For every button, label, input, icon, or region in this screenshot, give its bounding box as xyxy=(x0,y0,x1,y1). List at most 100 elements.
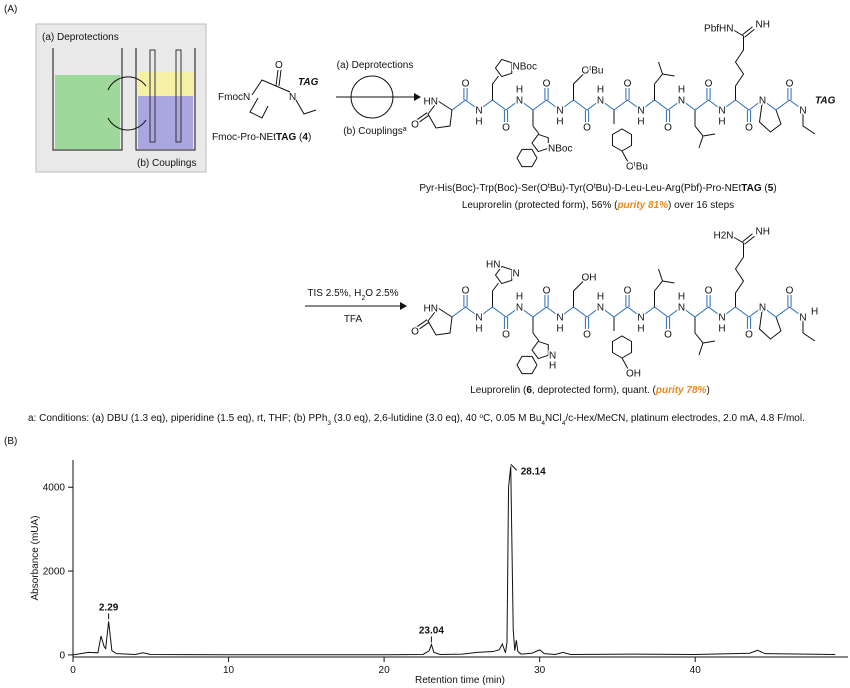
atom: H2N xyxy=(713,231,733,242)
ring xyxy=(427,307,453,336)
beaker xyxy=(135,48,196,151)
arrow-text-part: O 2.5% xyxy=(365,288,398,299)
side-chain xyxy=(694,110,704,149)
footnote-part: C, 0.05 M Bu xyxy=(483,413,541,424)
side-chain xyxy=(573,73,584,100)
peak-label: 23.04 xyxy=(419,625,444,636)
atom: H xyxy=(637,117,644,128)
caption-part: Fmoc-Pro-NEt xyxy=(212,132,276,143)
side-chain xyxy=(733,236,744,244)
atom: NBoc xyxy=(513,62,537,73)
bonds xyxy=(249,69,291,119)
atom: N xyxy=(513,269,520,280)
atom-part: t xyxy=(634,161,636,168)
side-chain xyxy=(573,280,584,307)
trace xyxy=(72,466,836,656)
footnote: a: Conditions: (a) DBU (1.3 eq), piperid… xyxy=(28,413,805,427)
ethyl xyxy=(295,99,317,115)
bond xyxy=(744,235,755,245)
atom: O xyxy=(583,123,591,134)
atom: H xyxy=(516,292,523,303)
peak-marker xyxy=(510,463,518,471)
side-chain xyxy=(802,317,816,342)
x-tick-label: 30 xyxy=(534,665,546,676)
atom: O xyxy=(705,79,713,90)
yellow-layer xyxy=(138,72,193,96)
caption: Fmoc-Pro-NEtTAG (4) xyxy=(212,132,311,143)
name-part: Pyr-His(Boc)-Trp(Boc)-Ser(O xyxy=(419,183,548,194)
box-text: (b) Couplings xyxy=(137,158,196,169)
name-part: ) xyxy=(773,183,776,194)
ring xyxy=(494,265,513,285)
electrode xyxy=(149,49,156,143)
atom: O xyxy=(624,79,632,90)
caption-part: ) xyxy=(706,385,709,396)
yield-part: ) over 16 steps xyxy=(668,200,734,211)
x-tick-label: 0 xyxy=(70,665,76,676)
atom: NH xyxy=(756,20,770,31)
atom: OtBu xyxy=(582,65,604,77)
caption-part: , deprotected form), quant. ( xyxy=(532,385,657,396)
atom: HN xyxy=(424,304,438,315)
product-name: Pyr-His(Boc)-Trp(Boc)-Ser(OtBu)-Tyr(OtBu… xyxy=(419,183,776,195)
side-chain xyxy=(492,75,499,100)
atom: H xyxy=(516,85,523,96)
atom: O xyxy=(462,286,470,297)
atom: H xyxy=(549,361,556,372)
side-chain xyxy=(621,357,629,370)
atom: N xyxy=(475,313,482,324)
cycle-arrows xyxy=(107,76,147,131)
atom: O xyxy=(411,120,419,131)
side-chain xyxy=(662,73,675,77)
ring xyxy=(611,128,633,152)
atom: H xyxy=(637,324,644,335)
atom: H xyxy=(597,85,604,96)
panel-label: (A) xyxy=(4,4,17,15)
caption-part: 4 xyxy=(302,132,308,143)
atom: FmocN xyxy=(218,92,250,103)
panel-label: (B) xyxy=(4,436,17,447)
footnote-part: (3.0 eq), 2,6-lutidine (3.0 eq), 40 xyxy=(331,413,479,424)
ring xyxy=(427,100,453,129)
arrow-text: (a) Deprotections xyxy=(337,60,414,71)
ring xyxy=(531,340,549,360)
ring xyxy=(516,355,538,375)
atom: O xyxy=(786,79,794,90)
beaker xyxy=(52,48,123,151)
atom: HN xyxy=(486,260,500,271)
side-chain xyxy=(532,110,540,135)
atom: O xyxy=(745,123,753,134)
atom: N xyxy=(718,106,725,117)
side-chain xyxy=(654,61,664,100)
bond xyxy=(744,28,755,38)
atom: N xyxy=(759,303,766,314)
y-tick-label: 2000 xyxy=(43,567,66,578)
atom: N xyxy=(556,106,563,117)
backbone xyxy=(451,306,804,318)
ring xyxy=(516,148,538,168)
atom: O xyxy=(502,123,510,134)
side-chain xyxy=(702,133,716,137)
side-chain xyxy=(733,29,744,37)
ring xyxy=(611,335,633,359)
ring xyxy=(531,133,549,153)
atom: N xyxy=(799,313,806,324)
arrow-text-part: 2 xyxy=(361,295,365,302)
atom: N xyxy=(516,303,523,314)
side-chain xyxy=(654,268,664,307)
atom: N xyxy=(678,96,685,107)
atom: N xyxy=(597,96,604,107)
name-part: ( xyxy=(762,183,769,194)
footnote-part: a: Conditions: (a) DBU (1.3 eq), piperid… xyxy=(28,413,327,424)
electrode xyxy=(175,49,182,143)
y-tick-label: 0 xyxy=(59,650,65,661)
atom: O xyxy=(705,286,713,297)
atom: O xyxy=(543,286,551,297)
caption-part: TAG xyxy=(276,132,297,143)
y-axis-label: Absorbance (mUA) xyxy=(30,515,41,600)
side-chain xyxy=(802,110,816,135)
atom: O xyxy=(583,330,591,341)
peak-label: 28.14 xyxy=(521,466,546,477)
cycle xyxy=(350,75,394,119)
